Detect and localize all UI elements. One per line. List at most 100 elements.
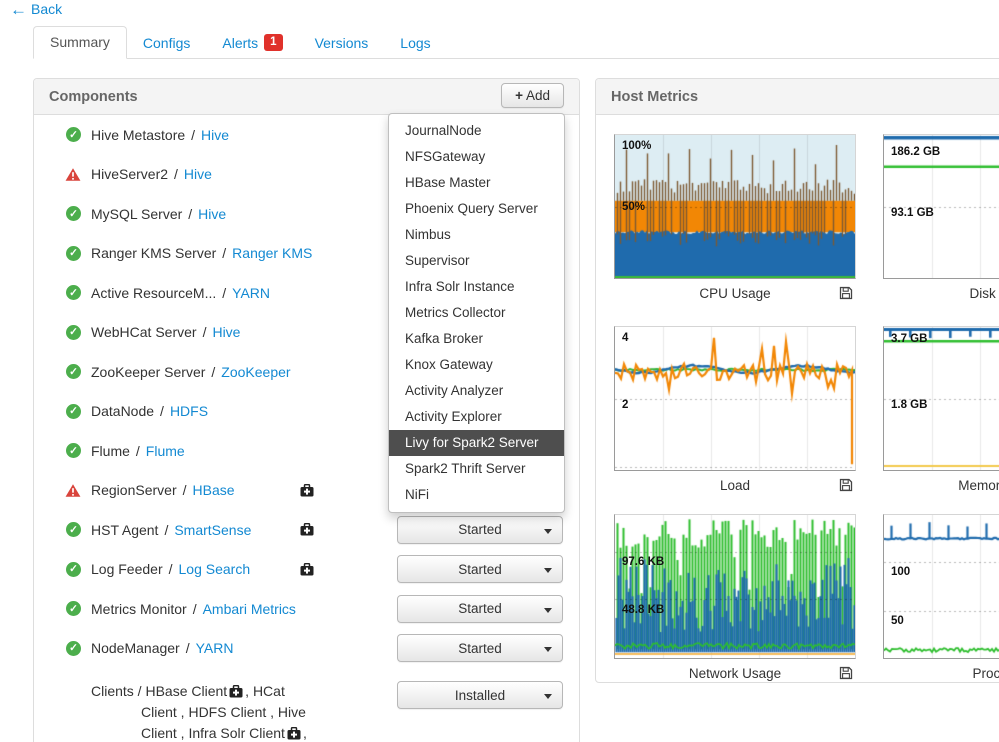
chart-canvas <box>615 515 855 658</box>
caret-down-icon <box>544 694 552 699</box>
component-service-separator: / <box>174 166 178 183</box>
service-link[interactable]: Hive <box>198 205 227 222</box>
service-link[interactable]: YARN <box>232 284 271 301</box>
y-axis-label: 2 <box>622 399 629 411</box>
chart-disk: 186.2 GB 93.1 GB Disk Usage <box>883 134 999 305</box>
service-link[interactable]: Log Search <box>178 561 251 578</box>
status-ok-icon: ✓ <box>65 127 81 143</box>
chart-cpu: 100% 50% CPU Usage <box>614 134 856 305</box>
tab-logs[interactable]: Logs <box>384 28 446 59</box>
chart-title: Processes <box>972 665 999 681</box>
state-label: Installed <box>454 687 506 703</box>
clients-row: Clients / HBase Client , HCat Client , HD… <box>34 668 579 742</box>
menu-item-metrics-collector[interactable]: Metrics Collector <box>405 305 506 320</box>
tab-alerts[interactable]: Alerts 1 <box>206 27 298 59</box>
state-label: Started <box>458 601 502 616</box>
y-axis-label: 1.8 GB <box>891 399 928 411</box>
menu-item-phoenix-query-server[interactable]: Phoenix Query Server <box>405 201 538 216</box>
service-link[interactable]: Hive <box>183 166 212 183</box>
menu-item-nfsgateway[interactable]: NFSGateway <box>405 149 486 164</box>
state-dropdown-hst-agent[interactable]: Started <box>397 515 563 544</box>
add-component-button[interactable]: + Add <box>501 83 564 108</box>
component-name: Metrics Monitor <box>91 600 187 617</box>
status-ok-icon: ✓ <box>65 640 81 656</box>
state-dropdown-metrics-monitor[interactable]: Started <box>397 594 563 623</box>
component-service-separator: / <box>182 482 187 499</box>
component-row-metrics-monitor: ✓ Metrics Monitor / Ambari Metrics Started <box>34 589 579 629</box>
maintenance-mode-icon <box>229 684 243 698</box>
menu-item-infra-solr-instance[interactable]: Infra Solr Instance <box>405 279 515 294</box>
caret-down-icon <box>544 607 552 613</box>
component-row-log-feeder: ✓ Log Feeder / Log Search Started <box>34 550 579 590</box>
back-link[interactable]: ← Back <box>10 1 62 18</box>
menu-item-nimbus[interactable]: Nimbus <box>405 227 451 242</box>
chart-plot-area: 100% 50% <box>614 134 856 279</box>
chart-processes: 100 50 Processes <box>883 514 999 685</box>
check-icon: ✓ <box>66 206 81 222</box>
clients-line-1: Clients / HBase Client , HCat <box>91 681 563 702</box>
service-link[interactable]: SmartSense <box>174 521 252 538</box>
clients-text: Client , Infra Solr Client <box>141 725 285 741</box>
components-title: Components <box>49 88 138 105</box>
chart-plot-area: 3.7 GB 1.8 GB <box>883 326 999 471</box>
chart-title-row: CPU Usage <box>614 281 856 305</box>
state-dropdown-nodemanager[interactable]: Started <box>397 634 563 662</box>
check-icon: ✓ <box>66 403 81 419</box>
menu-item-activity-explorer[interactable]: Activity Explorer <box>405 409 502 424</box>
menu-item-hbase-master[interactable]: HBase Master <box>405 175 491 190</box>
component-name: Active ResourceM... <box>91 284 217 301</box>
service-link[interactable]: Hive <box>212 324 241 341</box>
service-link[interactable]: Flume <box>145 442 185 459</box>
tab-versions[interactable]: Versions <box>299 28 385 59</box>
chart-network: 97.6 KB 48.8 KB Network Usage <box>614 514 856 685</box>
host-metrics-panel: Host Metrics 100% 50% CPU Usage 186.2 GB 93.… <box>595 78 999 683</box>
component-row-hive-metastore: ✓ Hive Metastore / Hive <box>34 115 579 155</box>
tab-configs[interactable]: Configs <box>127 28 206 59</box>
service-link[interactable]: YARN <box>195 640 234 657</box>
service-link[interactable]: HBase <box>192 482 235 499</box>
chart-load: 4 2 Load <box>614 326 856 497</box>
component-row-flume: ✓ Flume / Flume <box>34 431 579 471</box>
component-service-separator: / <box>202 324 207 341</box>
menu-item-nifi[interactable]: NiFi <box>405 487 429 502</box>
tab-bar: Summary Configs Alerts 1 Versions Logs <box>33 25 999 59</box>
status-alert-icon <box>65 482 81 498</box>
clients-text: , HCat <box>245 683 285 699</box>
component-service-separator: / <box>135 442 140 459</box>
component-name: Hive Metastore <box>91 126 186 143</box>
clients-state-dropdown[interactable]: Installed <box>397 681 563 709</box>
export-chart-icon[interactable] <box>839 478 853 492</box>
component-service-separator: / <box>185 640 190 657</box>
menu-item-kafka-broker[interactable]: Kafka Broker <box>405 331 484 346</box>
add-button-label: Add <box>525 88 550 103</box>
status-ok-icon: ✓ <box>65 206 81 222</box>
maintenance-mode-icon <box>300 562 314 576</box>
tab-summary[interactable]: Summary <box>33 26 127 59</box>
export-chart-icon[interactable] <box>839 286 853 300</box>
y-axis-label: 50 <box>891 615 904 627</box>
menu-item-spark2-thrift-server[interactable]: Spark2 Thrift Server <box>405 461 526 476</box>
check-icon: ✓ <box>66 364 81 380</box>
clients-line-2: Client , HDFS Client , Hive <box>141 704 306 720</box>
component-row-nodemanager: ✓ NodeManager / YARN Started <box>34 629 579 669</box>
check-icon: ✓ <box>66 127 81 143</box>
menu-item-journalnode[interactable]: JournalNode <box>405 123 482 138</box>
component-name: HST Agent <box>91 521 159 538</box>
check-icon: ✓ <box>66 324 81 340</box>
maintenance-mode-icon <box>300 522 314 536</box>
check-icon: ✓ <box>66 522 81 538</box>
service-link[interactable]: Hive <box>201 126 230 143</box>
check-icon: ✓ <box>66 443 81 459</box>
menu-item-livy-for-spark2-server[interactable]: Livy for Spark2 Server <box>389 430 564 456</box>
service-link[interactable]: HDFS <box>169 403 209 420</box>
chart-plot-area: 97.6 KB 48.8 KB <box>614 514 856 659</box>
menu-item-knox-gateway[interactable]: Knox Gateway <box>405 357 493 372</box>
export-chart-icon[interactable] <box>839 666 853 680</box>
service-link[interactable]: Ranger KMS <box>232 245 313 262</box>
service-link[interactable]: ZooKeeper <box>221 363 291 380</box>
menu-item-activity-analyzer[interactable]: Activity Analyzer <box>405 383 504 398</box>
menu-item-supervisor[interactable]: Supervisor <box>405 253 470 268</box>
service-link[interactable]: Ambari Metrics <box>202 600 296 617</box>
status-ok-icon: ✓ <box>65 403 81 419</box>
state-dropdown-log-feeder[interactable]: Started <box>397 555 563 583</box>
